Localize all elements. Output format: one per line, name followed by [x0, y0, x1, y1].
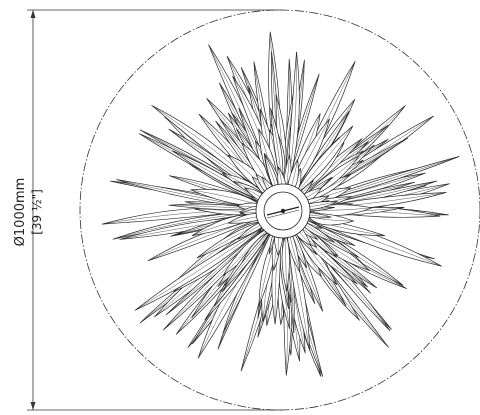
outer-diameter-circle — [79, 9, 480, 411]
petal-vein — [285, 234, 287, 292]
petal-cluster — [101, 31, 460, 377]
hub-slot-edge — [266, 209, 300, 219]
petal — [134, 227, 264, 311]
hub-screw — [280, 208, 286, 214]
petal-vein — [294, 125, 353, 195]
petal-vein — [135, 227, 263, 311]
petal-vein — [172, 150, 258, 199]
dimension-label-metric: Ø1000mm — [13, 178, 28, 247]
center-hub — [255, 183, 311, 239]
vertical-dimension — [27, 9, 283, 411]
dimension-label-imperial: [39 ½"] — [30, 189, 44, 235]
arrowhead-bottom — [30, 402, 36, 410]
arrowhead-top — [30, 10, 36, 18]
